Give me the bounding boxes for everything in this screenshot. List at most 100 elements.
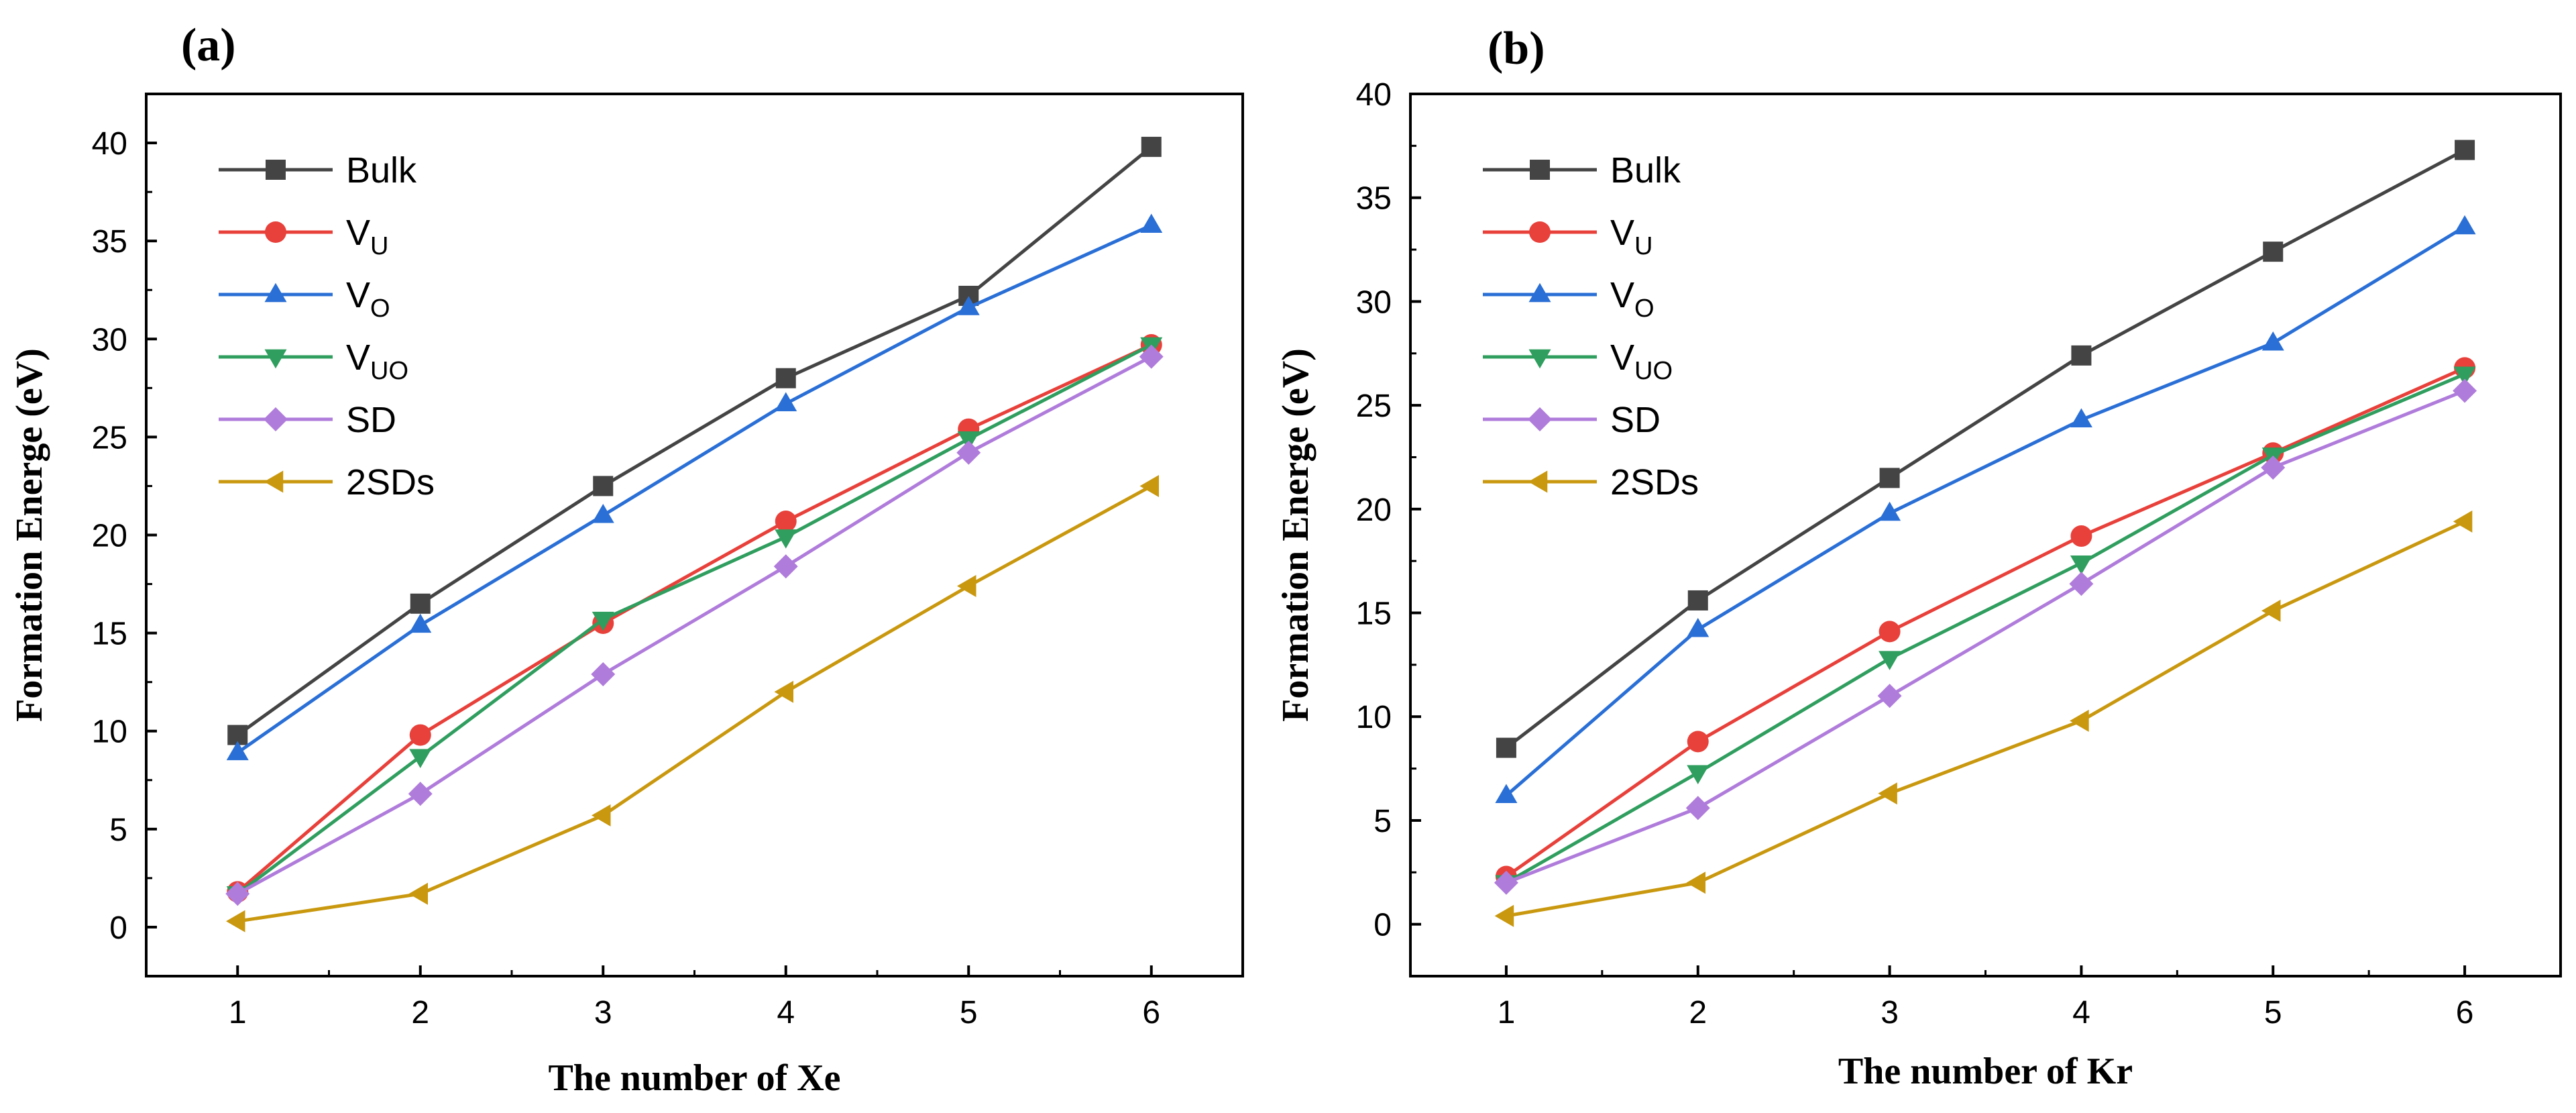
y-tick-label: 10 <box>1356 700 1392 735</box>
legend-label-main: V <box>346 213 370 253</box>
legend-label: 2SDs <box>1610 462 1699 502</box>
legend-marker <box>1529 221 1551 243</box>
legend-item: SD <box>1483 400 1661 440</box>
y-tick-label: 0 <box>109 910 127 946</box>
x-tick-label: 4 <box>777 995 795 1030</box>
legend-item: VUO <box>219 337 408 385</box>
legend-label: VO <box>1610 275 1655 323</box>
data-point <box>2070 709 2089 732</box>
legend-marker <box>266 160 286 180</box>
data-point <box>2453 366 2476 386</box>
data-point <box>2453 378 2477 403</box>
chart-panel-b: (b) 1 2 3 4 5 6 0 5 10 15 20 25 30 35 40 The number of K… <box>1275 23 2562 1092</box>
legend-label-sub: U <box>1634 232 1653 260</box>
data-point <box>410 593 431 614</box>
series-line <box>1505 148 2466 749</box>
data-point <box>1879 468 1900 488</box>
legend-label: Bulk <box>1610 150 1681 191</box>
y-tick-label: 30 <box>1356 284 1392 320</box>
legend-item: SD <box>219 400 396 440</box>
data-point <box>2070 408 2092 428</box>
data-point <box>1686 871 1705 894</box>
legend-label-sub: UO <box>370 357 408 385</box>
legend-label: VUO <box>346 337 408 385</box>
series-line <box>236 343 1152 894</box>
legend-label-main: 2SDs <box>346 462 435 502</box>
data-point <box>408 782 433 806</box>
y-axis-title: Formation Energe (eV) <box>1275 348 1317 722</box>
series-line <box>1506 520 2466 918</box>
series-sd <box>225 344 1164 906</box>
legend-label-main: V <box>346 275 370 315</box>
series-line <box>1505 225 2466 797</box>
legend-label-main: V <box>1610 213 1634 253</box>
data-point <box>226 741 249 761</box>
x-tick-label: 4 <box>2072 995 2090 1030</box>
y-tick-label: 40 <box>92 126 127 162</box>
data-point <box>592 611 614 631</box>
data-point <box>592 804 611 827</box>
legend-label: Bulk <box>346 150 417 191</box>
y-tick-label: 5 <box>109 812 127 848</box>
legend-label: SD <box>1610 400 1661 440</box>
legend-label: VO <box>346 275 390 323</box>
data-point <box>2455 140 2475 160</box>
legend-label-sub: O <box>370 295 390 323</box>
legend-item: VO <box>1483 275 1655 323</box>
data-point <box>591 661 616 686</box>
data-point <box>593 476 614 496</box>
x-tick-label: 3 <box>1881 995 1899 1030</box>
legend-label: VU <box>346 213 388 260</box>
legend-item: VUO <box>1483 337 1673 385</box>
legend-marker <box>264 349 287 369</box>
legend-marker <box>264 282 287 303</box>
x-tick-label: 2 <box>411 995 429 1030</box>
data-point <box>1878 782 1897 805</box>
y-tick-label: 25 <box>92 420 127 456</box>
data-point <box>2261 455 2286 480</box>
data-point <box>2071 345 2092 366</box>
data-point <box>2263 242 2284 262</box>
legend-label-main: SD <box>1610 400 1661 440</box>
data-point <box>1140 213 1163 233</box>
data-point <box>775 529 797 549</box>
y-tick-label: 0 <box>1374 908 1392 943</box>
data-point <box>1879 621 1901 643</box>
y-tick-label: 35 <box>1356 181 1392 217</box>
data-point <box>1687 590 1708 611</box>
data-point <box>592 504 614 523</box>
series-line <box>236 145 1153 737</box>
series-line <box>1506 389 2466 885</box>
data-point <box>2070 525 2092 547</box>
legend-label-main: V <box>1610 337 1634 378</box>
plot-frame <box>1409 93 2562 977</box>
series-line <box>1505 366 2466 878</box>
legend-item: Bulk <box>1483 150 1681 191</box>
legend-label-sub: O <box>1634 295 1655 323</box>
data-point <box>957 296 980 315</box>
y-tick-label: 10 <box>92 714 127 750</box>
data-point <box>2261 331 2284 351</box>
data-point <box>775 368 796 388</box>
data-point <box>956 440 981 465</box>
x-tick-label: 5 <box>2264 995 2282 1030</box>
data-point <box>1494 904 1514 927</box>
y-axis-title: Formation Energe (eV) <box>9 348 50 722</box>
legend-label-main: Bulk <box>346 150 417 191</box>
data-point <box>2453 215 2476 235</box>
legend-label-main: 2SDs <box>1610 462 1699 502</box>
data-point <box>409 724 431 746</box>
data-point <box>1879 651 1901 670</box>
legend-label-main: SD <box>346 400 396 440</box>
legend-item: VO <box>219 275 390 323</box>
y-tick-label: 20 <box>92 519 127 554</box>
data-point <box>1687 731 1709 753</box>
x-axis-title: The number of Kr <box>1838 1051 2133 1092</box>
chart-panel-a: (a) 1 2 3 4 5 6 0 5 10 15 20 25 30 35 40 The number of X… <box>9 19 1244 1099</box>
data-point <box>1494 870 1518 895</box>
series-vo <box>226 213 1163 761</box>
x-tick-label: 1 <box>1498 995 1516 1030</box>
data-point <box>409 613 432 633</box>
